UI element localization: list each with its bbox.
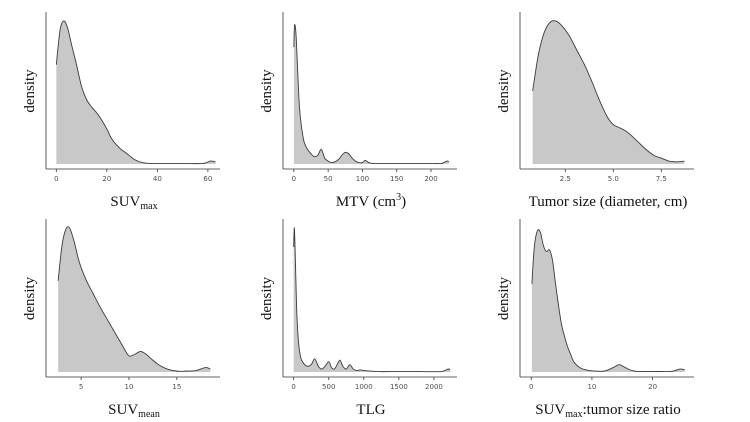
x-tick-label: 1000: [355, 383, 373, 391]
x-tick-label: 60: [203, 175, 212, 183]
density-area: [56, 20, 216, 165]
x-tick-label: 200: [424, 175, 437, 183]
x-tick-label: 5.0: [608, 175, 619, 183]
density-area: [58, 226, 211, 372]
y-axis-title: density: [22, 276, 38, 320]
density-curve: [532, 20, 685, 163]
density-panel-5: 0 500 1000 1500 2000 density TLG: [259, 219, 457, 418]
x-tick-label: 40: [153, 175, 162, 183]
x-tick-label: 15: [172, 383, 181, 391]
x-axis-title: Tumor size (diameter, cm): [529, 194, 688, 210]
x-tick-label: 1500: [390, 383, 408, 391]
x-tick-label: 10: [125, 383, 134, 391]
y-axis-title: density: [259, 69, 275, 113]
x-tick-label: 20: [648, 383, 657, 391]
density-panel-4: 5 10 15 density SUVmean: [22, 219, 220, 420]
density-panel-3: 2.5 5.0 7.5 density Tumor size (diameter, cm…: [496, 12, 694, 210]
density-area: [293, 24, 449, 164]
y-axis-title: density: [22, 69, 38, 113]
density-area: [293, 227, 451, 372]
y-axis-title: density: [259, 276, 275, 320]
x-tick-label: 0: [54, 175, 58, 183]
x-tick-label: 50: [324, 175, 333, 183]
x-tick-label: 20: [102, 175, 111, 183]
x-tick-label: 5: [79, 383, 83, 391]
x-tick-label: 2.5: [560, 175, 571, 183]
x-axis-title: MTV (cm3): [336, 192, 406, 210]
density-panel-2: 0 50 100 150 200 density MTV (cm3): [259, 12, 457, 210]
x-axis-title: SUVmax: [110, 194, 157, 212]
density-curve: [57, 226, 211, 372]
x-tick-label: 100: [356, 175, 369, 183]
y-axis-title: density: [496, 69, 512, 113]
density-area: [532, 20, 685, 165]
x-tick-label: 10: [587, 383, 596, 391]
x-tick-label: 7.5: [656, 175, 667, 183]
density-curve: [293, 227, 451, 373]
density-curve: [293, 24, 450, 165]
density-curve: [55, 20, 216, 165]
x-axis-title: SUVmax:tumor size ratio: [535, 402, 681, 420]
x-tick-label: 150: [390, 175, 403, 183]
x-axis-title: SUVmean: [108, 402, 160, 420]
x-axis-title: TLG: [356, 402, 385, 418]
x-tick-label: 500: [322, 383, 335, 391]
density-area: [531, 229, 685, 372]
density-curve: [531, 229, 685, 373]
y-axis-title: density: [496, 276, 512, 320]
x-tick-label: 0: [529, 383, 533, 391]
x-tick-label: 2000: [425, 383, 443, 391]
density-panel-1: 0 20 40 60 density SUVmax: [22, 12, 220, 212]
density-panel-6: 0 10 20 density SUVmax:tumor size ratio: [496, 219, 694, 420]
x-tick-label: 0: [292, 175, 296, 183]
x-tick-label: 0: [291, 383, 295, 391]
